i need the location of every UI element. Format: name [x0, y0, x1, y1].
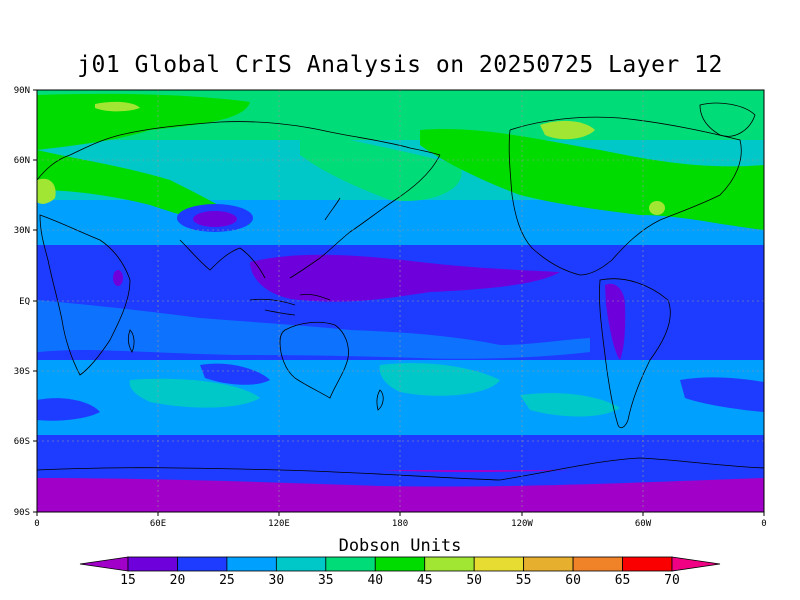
colorbar: 15 20 25 30 35 40 45 50 55 60 65 70 — [79, 556, 721, 588]
patch-sh-teal-2 — [129, 378, 260, 408]
y-tick-label-eq: EQ — [19, 297, 30, 307]
patch-sh-blue-2 — [680, 377, 764, 412]
band-nh-sub — [37, 245, 764, 265]
y-tick-label-60n: 60N — [14, 156, 30, 166]
x-tick-label-180: 180 — [392, 519, 408, 529]
colorbar-tick-label: 65 — [615, 573, 631, 588]
patch-sh-blue-3 — [200, 363, 270, 385]
colorbar-segment — [127, 556, 178, 572]
x-tick-label-120e: 120E — [268, 519, 290, 529]
colorbar-tick-label: 25 — [219, 573, 235, 588]
coast-south-asia — [179, 239, 266, 279]
colorbar-segment — [325, 556, 376, 572]
y-tick-label-60s: 60S — [14, 437, 30, 447]
colorbar-tick-label: 55 — [516, 573, 532, 588]
patch-lime-arctic — [95, 101, 140, 112]
x-tick-label-120w: 120W — [511, 519, 533, 529]
patch-sh-teal-1 — [379, 363, 500, 396]
colorbar-segment — [572, 556, 623, 572]
coast-asia-east — [289, 154, 441, 279]
coast-greenland — [699, 102, 756, 137]
coast-japan — [324, 197, 341, 221]
colorbar-segment — [275, 556, 327, 572]
colorbar-tick-label: 60 — [565, 573, 581, 588]
colorbar-tick-label: 20 — [170, 573, 186, 588]
colorbar-tick-label: 35 — [318, 573, 334, 588]
coast-south-america — [599, 278, 671, 429]
patch-andes-low — [605, 283, 626, 360]
y-tick-label-90n: 90N — [14, 86, 30, 96]
patch-asia-core — [193, 211, 237, 227]
patch-nh-green-4 — [420, 129, 764, 230]
x-tick-label-0: 0 — [34, 519, 39, 529]
colorbar-segment — [424, 556, 475, 572]
colorbar-over-arrow — [671, 556, 721, 572]
colorbar-segment — [622, 556, 673, 572]
coast-madagascar — [127, 329, 135, 353]
y-tick-label-30n: 30N — [14, 226, 30, 236]
coast-indonesia — [249, 293, 331, 316]
coast-new-zealand — [376, 389, 384, 411]
x-tick-label-0-end: 0 — [761, 519, 766, 529]
coast-antarctica — [37, 457, 764, 481]
colorbar-segment — [226, 556, 277, 572]
coastlines — [37, 102, 764, 481]
y-tick-label-30s: 30S — [14, 367, 30, 377]
patch-lime-atlantic — [649, 201, 665, 215]
patch-antarctic-rim — [37, 460, 764, 487]
coast-eurasia-north — [37, 121, 441, 181]
ozone-field — [37, 90, 764, 512]
colorbar-under-arrow — [79, 556, 129, 572]
colorbar-title: Dobson Units — [338, 536, 462, 556]
patch-tropical-low — [250, 254, 560, 302]
patch-nh-green-1 — [37, 93, 250, 150]
map-title: j01 Global CrIS Analysis on 20250725 Lay… — [77, 52, 723, 78]
coast-africa — [39, 214, 131, 376]
patch-lime-europe — [37, 178, 56, 204]
colorbar-tick-label: 30 — [269, 573, 285, 588]
patch-africa-low — [113, 270, 123, 286]
coast-north-america — [508, 116, 742, 276]
y-tick-label-90s: 90S — [14, 508, 30, 518]
colorbar-segment — [374, 556, 426, 572]
colorbar-tick-label: 45 — [417, 573, 433, 588]
colorbar-segment — [177, 556, 228, 572]
patch-lime-canada — [540, 120, 595, 140]
colorbar-segment — [473, 556, 525, 572]
x-tick-label-60w: 60W — [635, 519, 652, 529]
patch-sh-blue-1 — [37, 398, 100, 421]
x-tick-label-60e: 60E — [150, 519, 166, 529]
colorbar-segment — [523, 556, 574, 572]
axis-ticks — [33, 89, 765, 516]
grid-lines — [37, 90, 764, 512]
patch-sh-teal-3 — [520, 393, 620, 417]
colorbar-tick-label: 50 — [466, 573, 482, 588]
colorbar-tick-label: 15 — [120, 573, 136, 588]
patch-nh-green-3 — [300, 130, 462, 201]
coast-australia — [279, 321, 349, 399]
colorbar-tick-label: 40 — [367, 573, 383, 588]
colorbar-tick-label: 70 — [664, 573, 680, 588]
patch-tropical-blue — [37, 300, 590, 359]
